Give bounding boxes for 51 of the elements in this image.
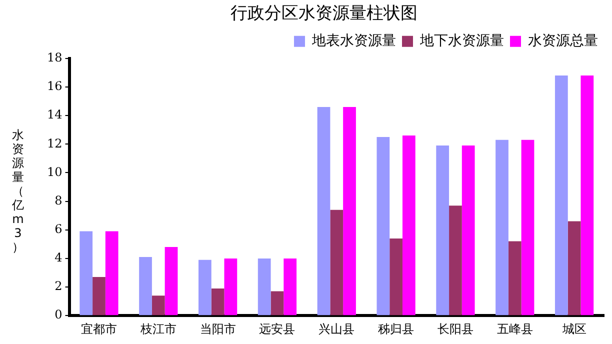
bar <box>164 247 178 316</box>
x-tick-label: 远安县 <box>259 322 296 336</box>
bar <box>568 221 581 316</box>
bar <box>449 206 462 316</box>
y-tick-label: 14 <box>46 108 63 122</box>
legend-label: 水资源总量 <box>528 33 598 50</box>
bar <box>521 140 534 316</box>
y-tick-label: 8 <box>54 193 62 208</box>
y-tick-label: 12 <box>46 136 62 150</box>
bar <box>343 106 356 316</box>
bar <box>105 231 118 316</box>
x-tick-label: 长阳县 <box>437 322 474 336</box>
chart-title: 行政分区水资源量柱状图 <box>230 4 418 24</box>
bar <box>376 136 390 316</box>
bar <box>330 210 344 316</box>
x-tick-label: 城区 <box>561 322 586 336</box>
x-tick-label: 宜都市 <box>80 322 117 336</box>
y-tick-label: 16 <box>46 79 62 94</box>
bar <box>152 296 165 316</box>
y-tick-label: 0 <box>54 308 62 322</box>
text: 水资源量（亿m3） <box>12 128 24 254</box>
bar <box>554 76 568 316</box>
bar <box>496 140 508 316</box>
y-tick-label: 10 <box>46 164 62 179</box>
bar <box>139 257 152 316</box>
bar <box>270 291 284 316</box>
x-tick-label: 当阳市 <box>200 322 236 336</box>
bar <box>211 288 224 316</box>
bar <box>508 241 522 316</box>
bar <box>462 146 475 316</box>
bar <box>92 277 106 316</box>
bar <box>224 258 238 316</box>
x-tick-label: 秭归县 <box>378 322 414 336</box>
bar <box>436 146 450 316</box>
y-tick-label: 4 <box>54 250 63 265</box>
x-tick-label: 五峰县 <box>496 322 533 336</box>
x-tick-label: 兴山县 <box>318 322 355 336</box>
y-tick-label: 18 <box>46 50 62 65</box>
y-tick-label: 6 <box>54 222 62 236</box>
bar <box>580 76 594 316</box>
bar <box>198 260 212 316</box>
bar <box>402 136 416 316</box>
bar <box>317 106 330 316</box>
legend-label: 地表水资源量 <box>311 33 396 50</box>
x-tick-label: 枝江市 <box>139 322 176 336</box>
y-tick-label: 2 <box>54 279 62 294</box>
bar <box>258 258 271 316</box>
bar <box>80 231 93 316</box>
bar <box>284 258 297 316</box>
bar <box>390 238 402 316</box>
legend-label: 地下水资源量 <box>419 33 504 50</box>
